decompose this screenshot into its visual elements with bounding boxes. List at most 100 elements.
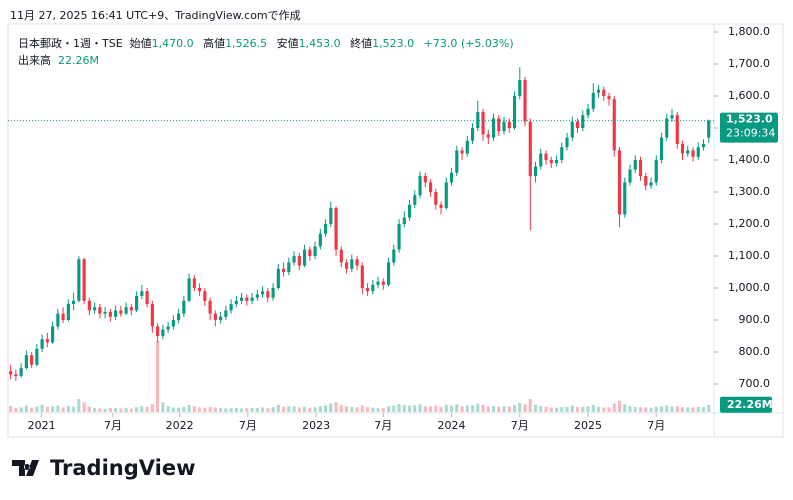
- y-tick-label: 700.0: [739, 377, 771, 390]
- candle-body: [171, 320, 175, 327]
- volume-bar: [119, 408, 123, 412]
- volume-bar: [250, 407, 254, 412]
- volume-bar: [707, 404, 711, 412]
- candle-body: [292, 256, 296, 263]
- candle-body: [72, 300, 76, 304]
- candle-body: [198, 288, 202, 292]
- volume-bar: [675, 406, 679, 412]
- candle-body: [670, 115, 674, 119]
- candle-body: [313, 246, 317, 256]
- candle-body: [208, 300, 212, 314]
- volume-bar: [276, 404, 280, 412]
- volume-name: 出来高: [18, 54, 51, 67]
- volume-bar: [623, 404, 627, 412]
- candle-body: [182, 300, 186, 314]
- volume-bar: [596, 406, 601, 412]
- candle-body: [124, 307, 128, 314]
- last-volume-box: [720, 396, 772, 413]
- volume-bar: [649, 407, 653, 412]
- y-tick-label: 900.0: [739, 313, 771, 326]
- y-tick-label: 1,800.0: [728, 25, 770, 38]
- volume-bar: [554, 407, 559, 412]
- close-name: 終値: [350, 37, 373, 50]
- candle-body: [271, 288, 275, 298]
- candle-body: [108, 312, 112, 317]
- candle-body: [161, 329, 165, 336]
- x-tick-label: 2023: [302, 419, 330, 432]
- candle-body: [350, 259, 354, 269]
- volume-bar: [560, 407, 564, 412]
- last-price-label: 1,523.0: [726, 113, 773, 126]
- volume-bar: [187, 404, 191, 412]
- volume-bar: [512, 404, 517, 412]
- candle-body: [234, 300, 238, 304]
- chart-frame: [7, 23, 784, 438]
- volume-bar: [14, 408, 18, 412]
- candle-body: [512, 96, 517, 128]
- volume-bar: [208, 407, 212, 412]
- volume-bar: [680, 407, 685, 412]
- candle-body: [245, 297, 249, 301]
- candle-body: [502, 121, 506, 132]
- candle-body: [397, 224, 401, 250]
- volume-bar: [449, 405, 454, 412]
- volume-value: 22.26M: [58, 54, 99, 67]
- volume-bar: [470, 405, 475, 412]
- symbol: 日本郵政・1週・TSE: [18, 37, 123, 50]
- volume-bar: [455, 404, 459, 412]
- candle-body: [565, 137, 569, 148]
- volume-bar: [282, 406, 286, 412]
- volume-bar: [135, 407, 139, 412]
- candle-body: [339, 249, 343, 263]
- candle-body: [98, 307, 102, 314]
- candle-body: [240, 297, 244, 301]
- candle-body: [66, 304, 70, 320]
- candle-body: [607, 96, 611, 100]
- volume-bar: [177, 407, 181, 412]
- volume-bar: [318, 406, 322, 412]
- candle-body: [518, 80, 522, 96]
- candle-body: [344, 262, 349, 269]
- x-tick-label: 7月: [374, 419, 392, 432]
- candle-body: [691, 150, 695, 157]
- candle-body: [213, 313, 217, 320]
- candle-body: [560, 147, 564, 160]
- volume-bar: [476, 403, 480, 412]
- volume-bar: [219, 408, 223, 412]
- logo: TradingView: [12, 456, 195, 480]
- volume-bar: [434, 405, 438, 412]
- candle-body: [329, 208, 333, 224]
- volume-bar: [591, 404, 595, 412]
- volume-bar: [418, 404, 422, 412]
- volume-bar: [129, 408, 133, 412]
- candle-body: [591, 92, 595, 109]
- volume-bar: [56, 405, 60, 412]
- candle-body: [665, 118, 669, 138]
- candle-body: [554, 160, 559, 164]
- volume-bar: [302, 406, 307, 412]
- volume-bar: [407, 405, 412, 412]
- legend: 日本郵政・1週・TSE 始値1,470.0 高値1,526.5 安値1,453.…: [18, 35, 520, 51]
- volume-bar: [397, 403, 401, 412]
- volume-bar: [392, 405, 396, 412]
- volume-bar: [213, 407, 217, 412]
- volume-bar: [602, 407, 606, 412]
- volume-bar: [261, 407, 265, 412]
- y-tick-label: 1,600.0: [728, 89, 770, 102]
- volume-bar: [9, 406, 13, 412]
- volume-bar: [386, 406, 391, 412]
- candle-body: [61, 313, 65, 320]
- volume-bar: [444, 404, 448, 412]
- candle-body: [701, 144, 706, 148]
- volume-bar: [659, 406, 664, 412]
- volume-bar: [612, 403, 616, 412]
- volume-bar: [465, 405, 469, 412]
- candle-body: [596, 89, 601, 93]
- header: 11月 27, 2025 16:41 UTC+9、TradingView.com…: [10, 9, 301, 22]
- y-tick-label: 1,700.0: [728, 57, 770, 70]
- candle-body: [261, 291, 265, 295]
- volume-bar: [171, 407, 175, 412]
- candle-body: [376, 281, 380, 285]
- candle-body: [407, 204, 412, 218]
- candle-body: [145, 291, 149, 304]
